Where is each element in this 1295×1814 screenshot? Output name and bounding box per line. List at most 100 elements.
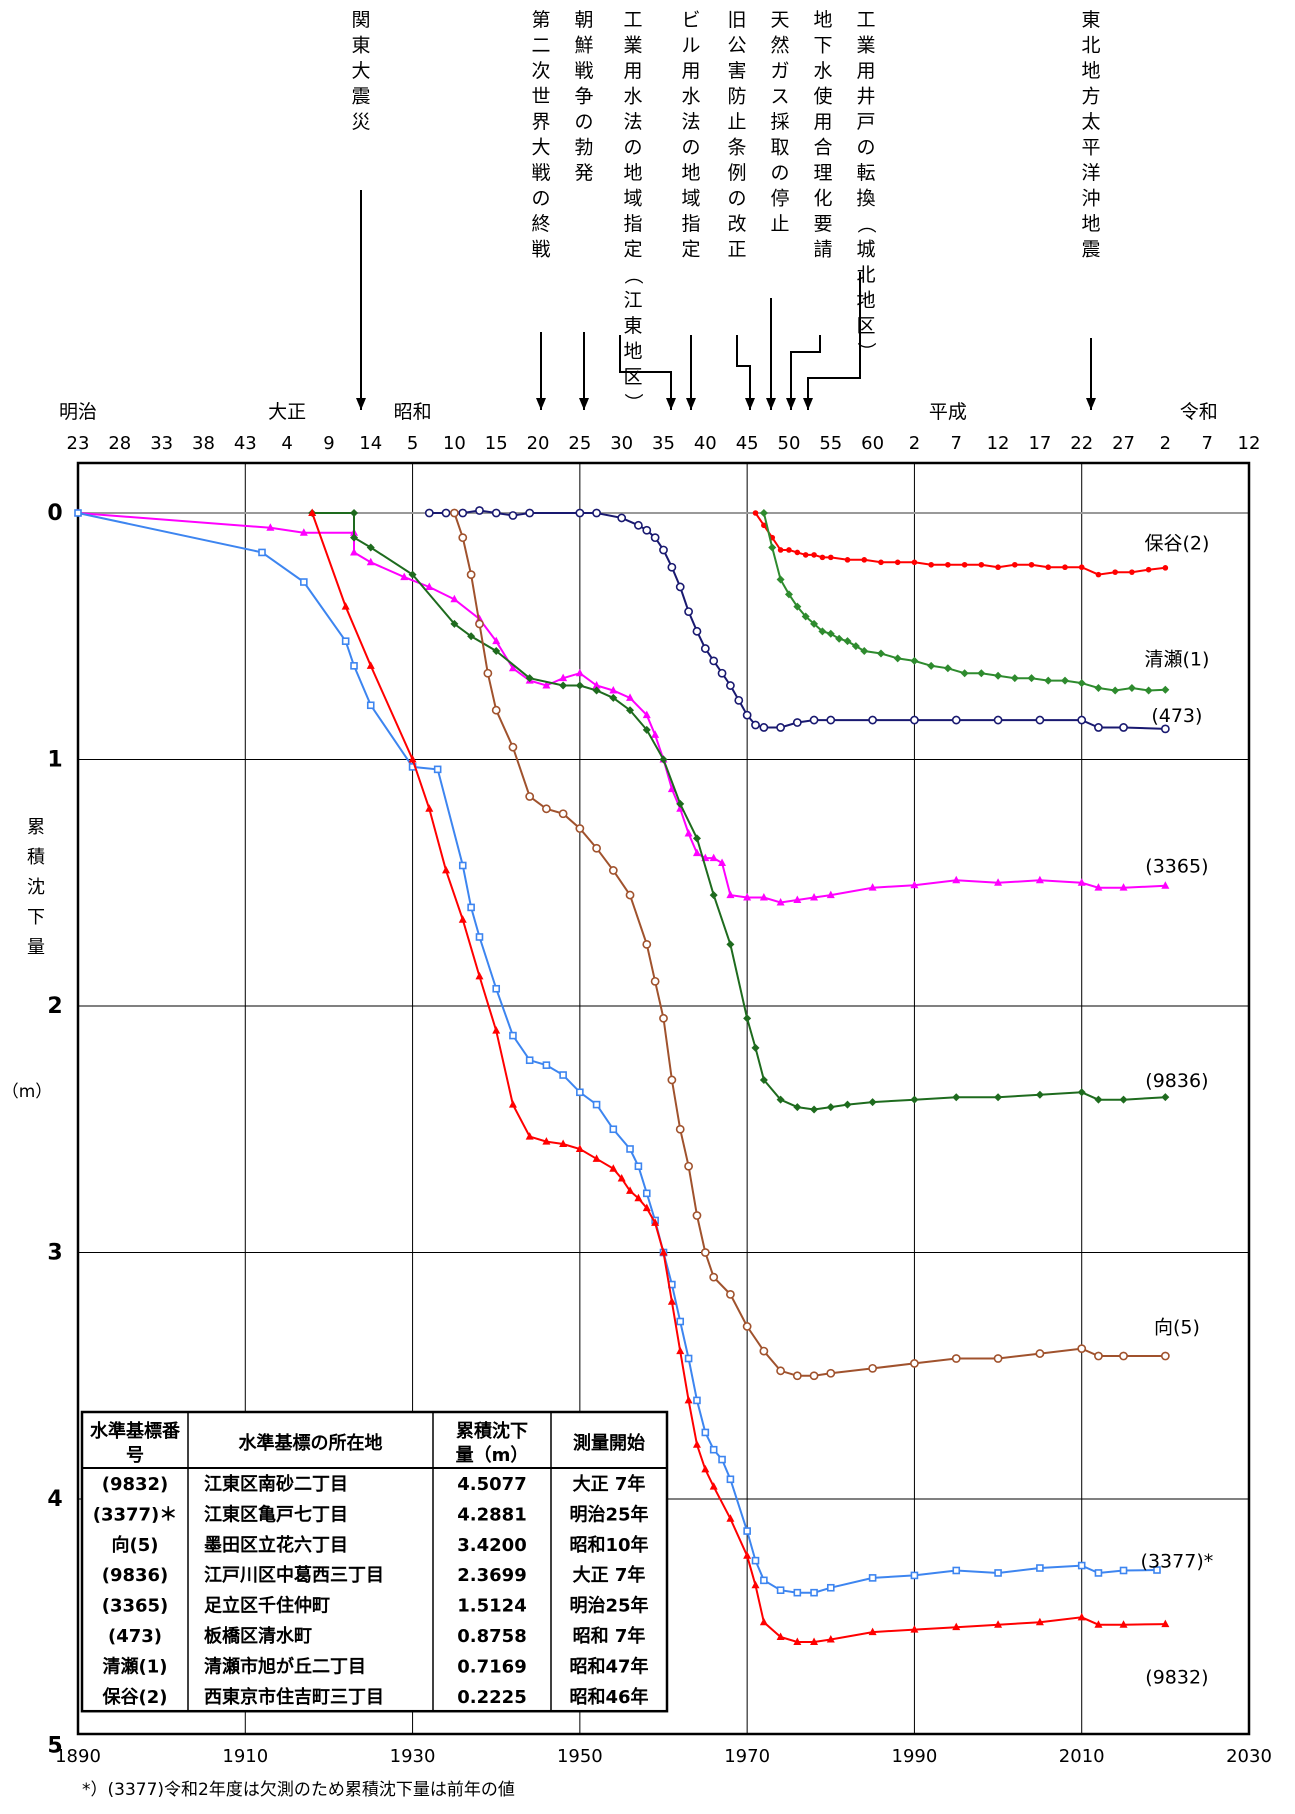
series-label: (3365): [1145, 855, 1208, 877]
event-char: 業: [856, 35, 875, 57]
event-char: 化: [813, 188, 832, 210]
event-arrow: [619, 335, 672, 410]
event-char: 水: [623, 86, 642, 108]
series-labels: 保谷(2) 清瀬(1) (473) (3365) (9836) 向(5) (3377)* (9…: [1141, 533, 1214, 1689]
data-point: [1035, 875, 1044, 884]
data-point: [559, 1139, 568, 1148]
table-cell: 3.4200: [457, 1535, 526, 1556]
event-char: 防: [727, 86, 746, 108]
event-char: 震: [351, 86, 370, 108]
event-char: 井: [856, 86, 875, 108]
y-axis-label-char: 量: [27, 937, 45, 958]
data-point: [1119, 1620, 1128, 1628]
data-point: [609, 1164, 618, 1172]
data-point: [626, 1145, 634, 1153]
data-point: [299, 528, 308, 536]
table-cell: 昭和46年: [569, 1686, 648, 1708]
event-char: 城: [856, 239, 875, 261]
data-point: [650, 976, 660, 986]
era-year-label: 4: [281, 433, 292, 454]
event-char: 終: [531, 213, 550, 235]
event-char: 江: [623, 290, 642, 312]
data-point: [1078, 564, 1085, 571]
data-point: [525, 1056, 534, 1065]
data-point: [751, 1043, 760, 1052]
data-point: [609, 693, 618, 702]
data-point: [810, 1105, 819, 1114]
data-point: [961, 561, 968, 568]
data-point: [1035, 1090, 1044, 1099]
data-point: [1161, 881, 1170, 889]
series: [759, 509, 1170, 695]
data-point: [491, 705, 501, 715]
table-cell: 0.7169: [457, 1656, 526, 1677]
event-char: ）: [622, 393, 644, 412]
data-point: [1119, 1566, 1128, 1575]
era-year-label: 12: [1238, 433, 1261, 454]
data-series: [74, 506, 1170, 1645]
data-point: [726, 940, 735, 949]
era-year-label: 2: [1160, 433, 1171, 454]
data-point: [751, 720, 760, 730]
table-cell: 大正 7年: [573, 1473, 646, 1495]
table-cell: 明治25年: [569, 1503, 648, 1525]
event-char: 東: [351, 35, 370, 57]
series-line: [77, 512, 1158, 1594]
data-point: [994, 1620, 1003, 1628]
era-year-label: 17: [1028, 433, 1051, 454]
event-char: 界: [531, 111, 550, 133]
data-point: [1035, 1349, 1045, 1358]
data-point: [876, 649, 885, 658]
data-point: [651, 730, 660, 738]
series-label: (473): [1151, 705, 1202, 727]
event-char: ビ: [681, 9, 700, 31]
data-point: [951, 1354, 961, 1363]
data-point: [559, 1071, 567, 1079]
data-point: [692, 1440, 701, 1448]
data-point: [868, 1574, 877, 1582]
data-point: [910, 1095, 919, 1104]
event-arrow: [790, 335, 821, 410]
event-char: 指: [623, 213, 642, 235]
event-char: 大: [351, 60, 370, 82]
era-year-label: 14: [359, 433, 382, 454]
data-point: [350, 662, 358, 670]
series-label: (9832): [1145, 1666, 1208, 1688]
data-point: [868, 883, 877, 891]
data-point: [802, 552, 809, 558]
data-point: [792, 1371, 802, 1381]
event-char: の: [681, 137, 700, 159]
data-point: [659, 755, 668, 764]
series: [752, 510, 1169, 578]
data-point: [952, 1093, 961, 1102]
arrow-head: [1086, 398, 1096, 410]
data-point: [508, 742, 518, 752]
table-cell: 明治25年: [569, 1595, 648, 1617]
data-point: [467, 632, 476, 641]
data-point: [994, 1093, 1003, 1102]
data-point: [810, 1637, 819, 1645]
data-point: [759, 509, 768, 517]
event-char: 朝: [574, 9, 593, 31]
data-point: [475, 506, 484, 515]
data-point: [542, 681, 551, 689]
event-char: 要: [813, 213, 832, 235]
data-point: [492, 984, 501, 993]
data-point: [1035, 1617, 1044, 1626]
data-point: [542, 1061, 551, 1069]
data-point: [993, 1354, 1003, 1363]
data-point: [776, 1095, 785, 1104]
data-point: [642, 710, 651, 719]
series: [449, 508, 1170, 1381]
data-point: [718, 1455, 726, 1464]
data-point: [626, 1186, 635, 1194]
event-char: 定: [681, 239, 700, 261]
data-point: [910, 1359, 919, 1368]
table-cell: 江戸川区中葛西三丁目: [204, 1564, 384, 1586]
era-year-label: 38: [192, 433, 215, 454]
event-char: 戦: [531, 239, 550, 261]
data-point: [994, 671, 1003, 680]
arrow-head: [745, 398, 755, 410]
data-point: [366, 543, 375, 552]
